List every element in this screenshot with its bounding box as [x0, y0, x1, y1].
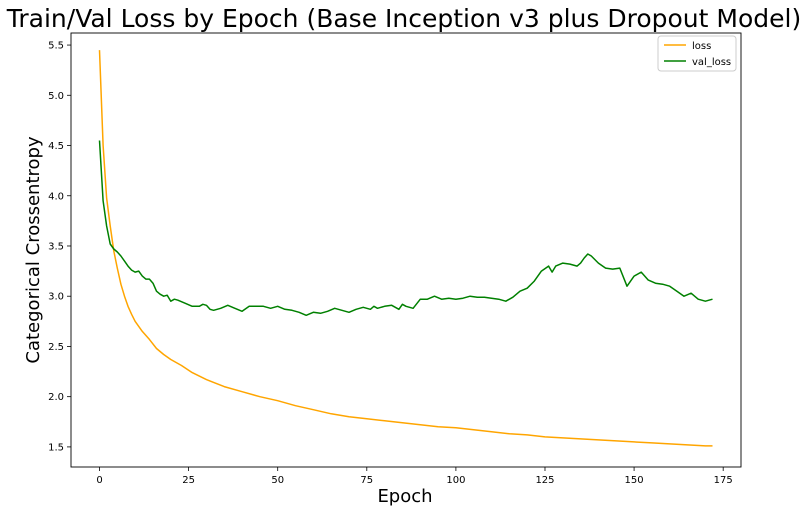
y-tick-label: 3.5: [48, 241, 64, 252]
plot-area: [98, 50, 713, 447]
y-tick-label: 4.5: [48, 141, 64, 152]
x-tick-label: 25: [182, 475, 195, 486]
y-tick-label: 5.5: [48, 41, 64, 52]
y-tick-label: 4.0: [48, 191, 64, 202]
legend: loss val_loss: [657, 35, 737, 72]
y-tick-label: 2.5: [48, 342, 64, 353]
series-line-val-loss: [98, 140, 713, 317]
x-axis: 0 25 50 75 100 125 150 175: [96, 467, 733, 486]
x-tick-label: 125: [535, 475, 554, 486]
x-tick-label: 50: [271, 475, 284, 486]
plot-frame: [70, 32, 742, 468]
x-tick-label: 150: [625, 475, 644, 486]
y-tick-label: 5.0: [48, 91, 64, 102]
x-tick-label: 175: [714, 475, 733, 486]
y-tick-label: 1.5: [48, 442, 64, 453]
legend-label-val-loss: val_loss: [692, 57, 731, 68]
x-tick-label: 0: [96, 475, 102, 486]
y-tick-label: 3.0: [48, 292, 64, 303]
legend-label-loss: loss: [692, 41, 711, 52]
y-axis: 1.5 2.0 2.5 3.0 3.5 4.0 4.5 5.0 5.5: [48, 41, 71, 453]
y-axis-label: Categorical Crossentropy: [23, 136, 44, 364]
series-line-loss: [98, 50, 713, 447]
x-tick-label: 75: [360, 475, 373, 486]
y-tick-label: 2.0: [48, 392, 64, 403]
chart-title: Train/Val Loss by Epoch (Base Inception …: [6, 4, 801, 33]
x-axis-label: Epoch: [377, 486, 432, 507]
x-tick-label: 100: [446, 475, 465, 486]
